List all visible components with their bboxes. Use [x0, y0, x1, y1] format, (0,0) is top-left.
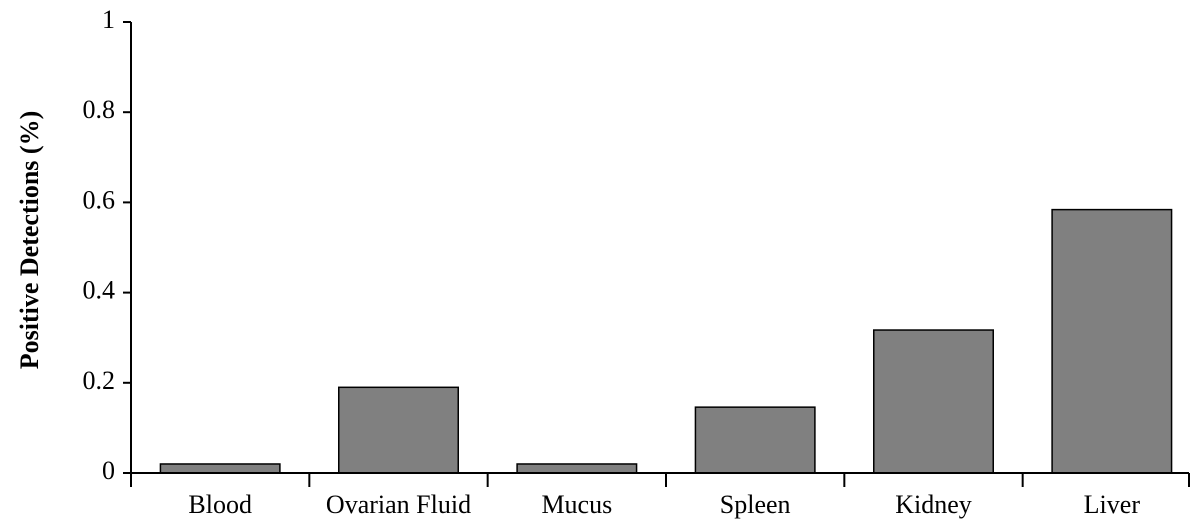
- x-tick-label: Ovarian Fluid: [326, 490, 471, 519]
- y-axis-title: Positive Detections (%): [15, 111, 44, 369]
- x-tick-label: Liver: [1084, 490, 1141, 519]
- y-tick-label: 0.4: [83, 276, 116, 305]
- x-tick-label: Kidney: [895, 490, 972, 519]
- y-tick-label: 0: [102, 456, 115, 485]
- y-tick-label: 0.8: [83, 95, 116, 124]
- y-tick-label: 0.2: [83, 366, 116, 395]
- bar: [873, 329, 994, 474]
- bar: [516, 463, 638, 474]
- x-tick-label: Blood: [188, 490, 252, 519]
- y-tick-label: 0.6: [83, 185, 116, 214]
- y-tick-label: 1: [102, 5, 115, 34]
- bar: [694, 406, 816, 474]
- x-tick-label: Mucus: [541, 490, 612, 519]
- bar: [159, 463, 281, 474]
- x-tick-label: Spleen: [720, 490, 791, 519]
- bar: [1051, 208, 1173, 474]
- bar: [338, 386, 459, 474]
